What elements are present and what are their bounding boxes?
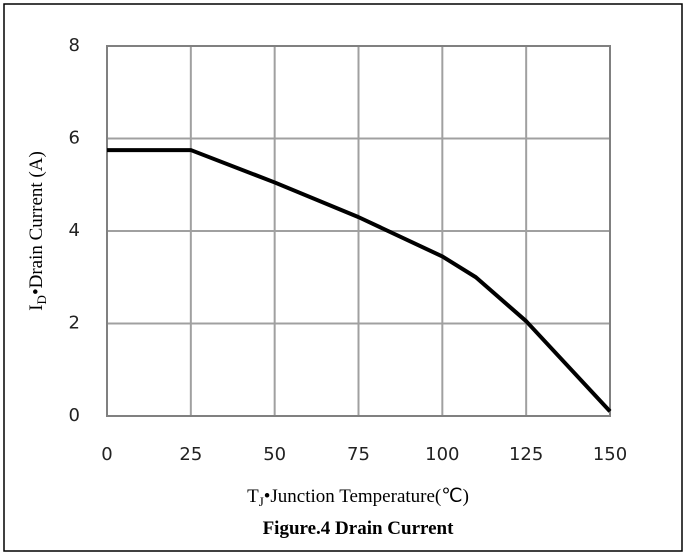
x-tick-label: 50	[263, 444, 286, 465]
x-tick-label: 25	[179, 444, 202, 465]
y-tick-label: 4	[69, 220, 80, 241]
figure-frame	[3, 3, 683, 552]
x-tick-label: 75	[347, 444, 370, 465]
y-tick-label: 6	[69, 128, 80, 149]
y-tick-label: 0	[69, 405, 80, 426]
y-tick-label: 8	[69, 35, 80, 56]
plot-frame	[106, 45, 611, 417]
y-tick-label: 2	[69, 313, 80, 334]
x-tick-label: 0	[101, 444, 112, 465]
x-tick-label: 125	[509, 444, 543, 465]
x-axis-label: TJ•Junction Temperature(℃)	[247, 486, 469, 509]
caption: Figure.4 Drain Current	[263, 518, 455, 539]
y-axis-label: ID•Drain Current (A)	[26, 151, 49, 311]
data-line	[107, 148, 612, 413]
x-tick-label: 100	[425, 444, 459, 465]
x-tick-label: 150	[593, 444, 627, 465]
